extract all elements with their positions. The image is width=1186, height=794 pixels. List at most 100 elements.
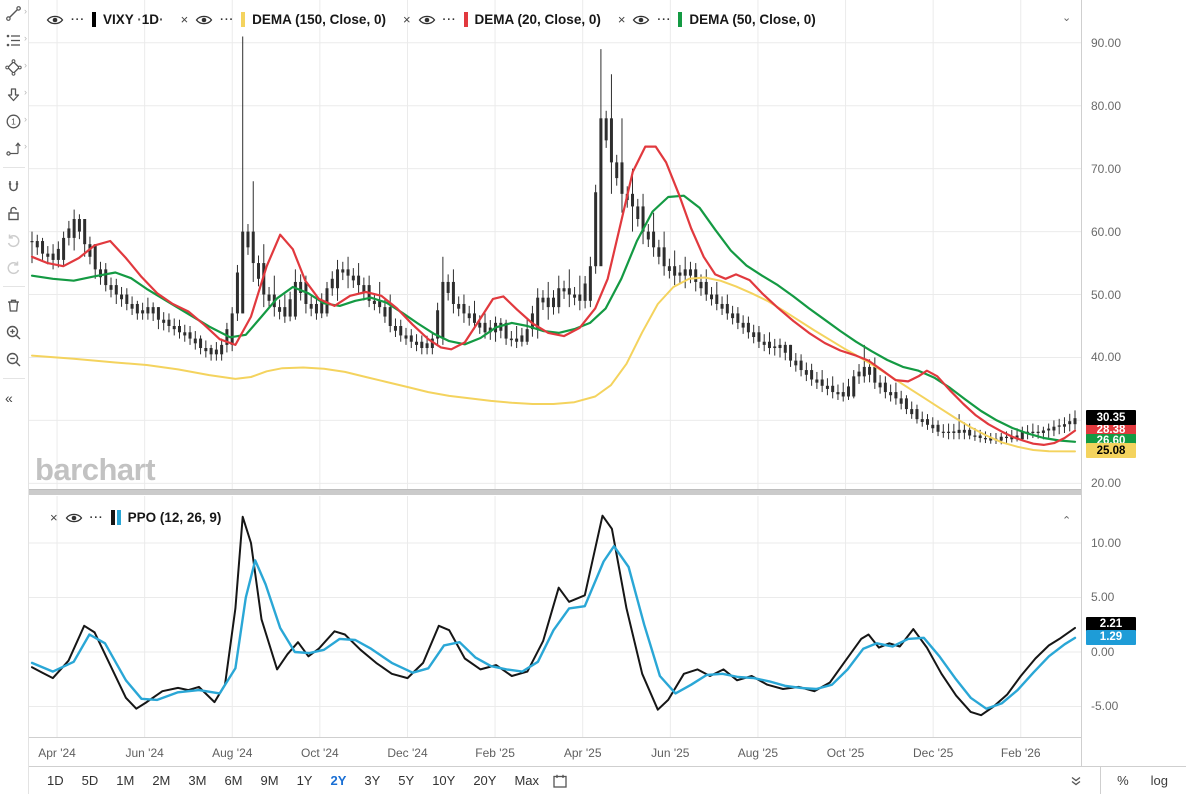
drawing-tools-rail: › › › › 1 › ›	[0, 0, 29, 794]
arrow-down-icon	[7, 88, 20, 102]
price-axis[interactable]: 90.0080.0070.0060.0050.0040.0030.0020.00…	[1081, 0, 1186, 766]
ppo-value: 2.21	[1086, 616, 1136, 632]
symbol-label[interactable]: VIXY ·1D·	[103, 12, 164, 27]
circle-one-icon: 1	[6, 114, 21, 129]
rail-separator	[3, 167, 25, 168]
tool-expand-chevron[interactable]: ›	[24, 60, 27, 70]
timeframe-button-20y[interactable]: 20Y	[473, 773, 497, 788]
percent-scale-button[interactable]: %	[1117, 773, 1129, 788]
calendar-button[interactable]	[552, 773, 568, 789]
unlock-icon	[8, 206, 19, 221]
indicator-menu-dots[interactable]: ···	[220, 13, 235, 26]
timeframe-button-1d[interactable]: 1D	[47, 773, 64, 788]
eye-icon[interactable]	[195, 14, 213, 26]
remove-indicator-button[interactable]: ×	[617, 12, 626, 27]
ppo-chart[interactable]	[28, 496, 1081, 737]
zoom-in-icon	[6, 325, 21, 340]
price-tick: 90.00	[1091, 35, 1122, 50]
indicator-color-bar	[241, 12, 246, 27]
timeframe-button-10y[interactable]: 10Y	[432, 773, 456, 788]
remove-indicator-button[interactable]: ×	[180, 12, 189, 27]
ppo-label: PPO (12, 26, 9)	[127, 510, 222, 525]
eye-icon[interactable]	[46, 14, 64, 26]
price-tick: 40.00	[1091, 350, 1122, 365]
undo-button[interactable]	[0, 227, 28, 254]
bottom-toolbar: 1D 5D 1M 2M 3M 6M 9M 1Y 2Y 3Y 5Y 10Y 20Y Max % log	[0, 766, 1186, 794]
remove-ppo-button[interactable]: ×	[50, 510, 58, 525]
ppo-tick: 0.00	[1091, 644, 1115, 659]
indicator-color-bar	[678, 12, 683, 27]
shapes-icon	[5, 59, 22, 76]
redo-button[interactable]	[0, 254, 28, 281]
timeframe-button-max[interactable]: Max	[514, 773, 540, 788]
ppo-tick: 10.00	[1091, 535, 1122, 550]
tool-expand-chevron[interactable]: ›	[24, 141, 27, 151]
indicator-legend-dema20: × ··· DEMA (20, Close, 0)	[403, 12, 601, 27]
magnet-tool[interactable]	[0, 173, 28, 200]
timeframe-buttons: 1D 5D 1M 2M 3M 6M 9M 1Y 2Y 3Y 5Y 10Y 20Y Max	[40, 771, 546, 790]
measure-tool[interactable]: ›	[0, 135, 28, 162]
timeframe-button-3y[interactable]: 3Y	[364, 773, 381, 788]
fibonacci-tool[interactable]: ›	[0, 27, 28, 54]
rail-separator	[3, 378, 25, 379]
indicator-menu-dots[interactable]: ···	[442, 13, 457, 26]
ppo-legend: × ··· PPO (12, 26, 9)	[50, 510, 221, 525]
time-axis-label: Feb '26	[1000, 746, 1041, 760]
shapes-tool[interactable]: ›	[0, 54, 28, 81]
arrow-annotation-tool[interactable]: ›	[0, 81, 28, 108]
time-axis-label: Feb '25	[475, 746, 515, 760]
price-tick: 70.00	[1091, 161, 1122, 176]
eye-icon[interactable]	[418, 14, 436, 26]
eye-icon[interactable]	[65, 512, 83, 524]
trend-line-tool[interactable]: ›	[0, 0, 28, 27]
collapse-toolbar-button[interactable]	[1052, 775, 1100, 787]
timeframe-button-3m[interactable]: 3M	[188, 773, 207, 788]
timeframe-button-5y[interactable]: 5Y	[398, 773, 415, 788]
chart-plot-area[interactable]: barchart ··· VIXY ·1D· × ··· DEMA (150, …	[28, 0, 1081, 766]
timeframe-button-1y[interactable]: 1Y	[296, 773, 313, 788]
collapse-main-panel-chevron[interactable]: ⌄	[1062, 12, 1072, 24]
timeframe-button-1m[interactable]: 1M	[116, 773, 135, 788]
tool-expand-chevron[interactable]: ›	[24, 6, 27, 16]
zoom-in-button[interactable]	[0, 319, 28, 346]
collapse-rail-button[interactable]: «	[5, 389, 13, 406]
series-menu-dots[interactable]: ···	[71, 13, 85, 26]
eye-icon[interactable]	[632, 14, 650, 26]
tool-expand-chevron[interactable]: ›	[24, 114, 27, 124]
timeframe-button-2m[interactable]: 2M	[152, 773, 171, 788]
timeframe-button-5d[interactable]: 5D	[81, 773, 99, 788]
ppo-menu-dots[interactable]: ···	[89, 511, 104, 524]
indicator-label: DEMA (20, Close, 0)	[474, 12, 601, 27]
svg-text:1: 1	[11, 117, 16, 127]
remove-indicator-button[interactable]: ×	[402, 12, 411, 27]
time-axis-label: Oct '25	[826, 746, 865, 760]
fibonacci-icon	[6, 34, 20, 47]
barchart-watermark: barchart	[35, 452, 156, 487]
timeframe-button-2y[interactable]: 2Y	[330, 773, 347, 788]
delete-drawings-button[interactable]	[0, 292, 28, 319]
time-axis[interactable]: Apr '24 Jun '24 Aug '24 Oct '24 Dec '24 Feb '…	[28, 737, 1081, 766]
time-axis-label: Aug '25	[737, 746, 779, 760]
indicator-menu-dots[interactable]: ···	[657, 13, 672, 26]
indicator-color-bar	[463, 12, 468, 27]
zoom-out-button[interactable]	[0, 346, 28, 373]
timeframe-button-6m[interactable]: 6M	[224, 773, 243, 788]
number-label-tool[interactable]: 1 ›	[0, 108, 28, 135]
indicator-label: DEMA (50, Close, 0)	[689, 12, 816, 27]
timeframe-button-9m[interactable]: 9M	[260, 773, 279, 788]
price-chart[interactable]	[28, 0, 1081, 489]
tool-expand-chevron[interactable]: ›	[24, 87, 27, 97]
lock-tool[interactable]	[0, 200, 28, 227]
price-tick: 80.00	[1091, 98, 1122, 113]
tool-expand-chevron[interactable]: ›	[24, 33, 27, 43]
trash-icon	[8, 299, 19, 312]
trend-line-icon	[6, 6, 21, 21]
time-axis-label: Apr '24	[38, 746, 76, 760]
log-scale-button[interactable]: log	[1150, 773, 1168, 788]
expand-ppo-panel-chevron[interactable]: ⌃	[1062, 515, 1072, 527]
panel-divider[interactable]	[28, 489, 1081, 495]
rail-separator	[3, 286, 25, 287]
series-color-bar	[92, 12, 96, 27]
redo-icon	[7, 261, 20, 275]
